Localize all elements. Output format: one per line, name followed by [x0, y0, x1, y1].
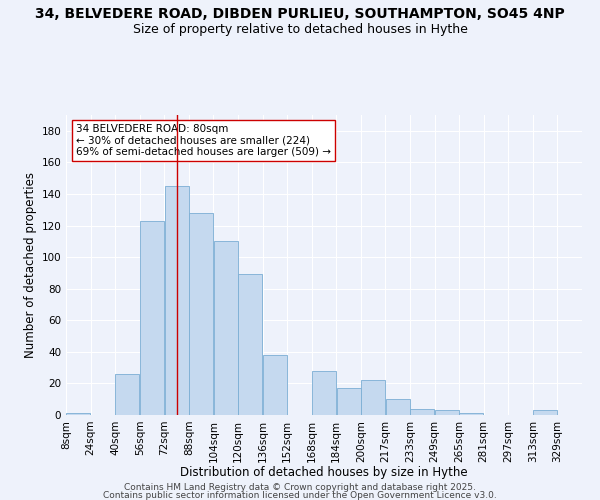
Text: 34, BELVEDERE ROAD, DIBDEN PURLIEU, SOUTHAMPTON, SO45 4NP: 34, BELVEDERE ROAD, DIBDEN PURLIEU, SOUT… — [35, 8, 565, 22]
Text: Contains public sector information licensed under the Open Government Licence v3: Contains public sector information licen… — [103, 491, 497, 500]
Text: Size of property relative to detached houses in Hythe: Size of property relative to detached ho… — [133, 22, 467, 36]
Bar — [386, 399, 410, 415]
Bar — [238, 274, 262, 415]
Bar — [214, 242, 238, 415]
Bar — [337, 388, 361, 415]
Bar — [164, 186, 188, 415]
Bar — [460, 414, 484, 415]
Bar — [115, 374, 139, 415]
Y-axis label: Number of detached properties: Number of detached properties — [24, 172, 37, 358]
Text: 34 BELVEDERE ROAD: 80sqm
← 30% of detached houses are smaller (224)
69% of semi-: 34 BELVEDERE ROAD: 80sqm ← 30% of detach… — [76, 124, 331, 157]
Bar — [66, 414, 91, 415]
Bar — [312, 371, 336, 415]
Bar — [263, 355, 287, 415]
Bar — [361, 380, 385, 415]
Bar — [140, 221, 164, 415]
Bar — [435, 410, 459, 415]
X-axis label: Distribution of detached houses by size in Hythe: Distribution of detached houses by size … — [180, 466, 468, 479]
Bar — [410, 408, 434, 415]
Bar — [189, 213, 213, 415]
Bar — [533, 410, 557, 415]
Text: Contains HM Land Registry data © Crown copyright and database right 2025.: Contains HM Land Registry data © Crown c… — [124, 482, 476, 492]
